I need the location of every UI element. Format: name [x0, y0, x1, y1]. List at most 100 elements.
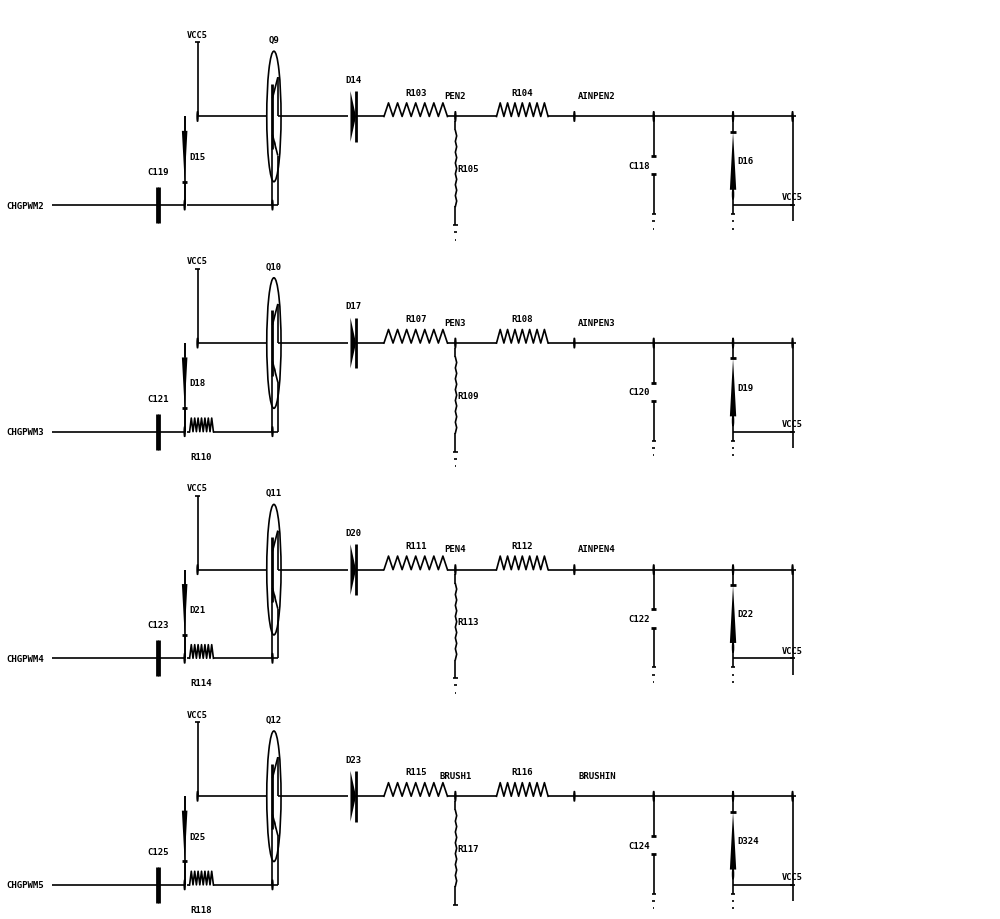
Polygon shape — [730, 132, 736, 190]
Circle shape — [792, 339, 793, 348]
Circle shape — [732, 416, 734, 426]
Circle shape — [732, 791, 734, 801]
Text: D17: D17 — [345, 302, 361, 312]
Text: R118: R118 — [191, 905, 212, 913]
Circle shape — [574, 565, 575, 575]
Text: CHGPWM2: CHGPWM2 — [6, 201, 44, 210]
Text: Q12: Q12 — [266, 715, 282, 724]
Text: R109: R109 — [458, 391, 479, 400]
Text: R117: R117 — [458, 844, 479, 853]
Text: VCC5: VCC5 — [187, 483, 208, 493]
Circle shape — [197, 565, 198, 575]
Circle shape — [792, 565, 793, 575]
Text: C118: C118 — [628, 162, 650, 171]
Polygon shape — [182, 811, 187, 861]
Circle shape — [732, 112, 734, 122]
Text: VCC5: VCC5 — [782, 193, 803, 202]
Text: CHGPWM5: CHGPWM5 — [6, 880, 44, 890]
Polygon shape — [730, 359, 736, 417]
Circle shape — [732, 869, 734, 879]
Text: R115: R115 — [405, 767, 426, 777]
Text: CHGPWM4: CHGPWM4 — [6, 654, 44, 663]
Text: Q11: Q11 — [266, 489, 282, 497]
Circle shape — [184, 201, 185, 210]
Text: D14: D14 — [345, 75, 361, 85]
Text: C121: C121 — [147, 394, 169, 403]
Text: CHGPWM3: CHGPWM3 — [6, 427, 44, 437]
Polygon shape — [275, 595, 276, 603]
Text: R105: R105 — [458, 165, 479, 174]
Circle shape — [455, 339, 456, 348]
Circle shape — [184, 427, 185, 437]
Text: R104: R104 — [512, 88, 533, 97]
Circle shape — [732, 190, 734, 200]
Circle shape — [272, 201, 273, 210]
Circle shape — [184, 653, 185, 664]
Circle shape — [653, 339, 654, 348]
Text: BRUSHIN: BRUSHIN — [578, 771, 616, 780]
Circle shape — [197, 112, 198, 122]
Circle shape — [732, 339, 734, 348]
Text: C123: C123 — [147, 620, 169, 630]
Text: AINPEN3: AINPEN3 — [578, 318, 616, 327]
Text: D18: D18 — [189, 379, 205, 388]
Polygon shape — [182, 131, 187, 182]
Text: C119: C119 — [147, 168, 169, 176]
Text: Q10: Q10 — [266, 262, 282, 271]
Text: VCC5: VCC5 — [187, 709, 208, 719]
Text: C124: C124 — [628, 841, 650, 850]
Circle shape — [272, 653, 273, 664]
Text: C122: C122 — [628, 614, 650, 623]
Text: D23: D23 — [345, 754, 361, 764]
Text: VCC5: VCC5 — [187, 257, 208, 266]
Circle shape — [184, 879, 185, 890]
Polygon shape — [350, 92, 356, 142]
Text: R107: R107 — [405, 315, 426, 323]
Circle shape — [653, 791, 654, 801]
Circle shape — [455, 565, 456, 575]
Polygon shape — [350, 545, 356, 596]
Circle shape — [574, 112, 575, 122]
Text: D20: D20 — [345, 528, 361, 538]
Text: D15: D15 — [189, 153, 205, 162]
Text: R114: R114 — [191, 678, 212, 687]
Polygon shape — [275, 821, 276, 829]
Text: D21: D21 — [189, 606, 205, 614]
Polygon shape — [182, 358, 187, 409]
Text: VCC5: VCC5 — [782, 420, 803, 428]
Text: D25: D25 — [189, 832, 205, 841]
Polygon shape — [350, 318, 356, 369]
Circle shape — [455, 791, 456, 801]
Circle shape — [197, 791, 198, 801]
Circle shape — [272, 879, 273, 890]
Circle shape — [732, 565, 734, 575]
Circle shape — [272, 427, 273, 437]
Text: C125: C125 — [147, 847, 169, 856]
Text: D16: D16 — [738, 157, 754, 166]
Polygon shape — [182, 584, 187, 635]
Circle shape — [574, 339, 575, 348]
Text: AINPEN4: AINPEN4 — [578, 545, 616, 554]
Circle shape — [653, 112, 654, 122]
Text: R103: R103 — [405, 88, 426, 97]
Circle shape — [792, 791, 793, 801]
Circle shape — [653, 565, 654, 575]
Polygon shape — [730, 811, 736, 869]
Text: D19: D19 — [738, 383, 754, 392]
Text: D324: D324 — [738, 836, 759, 845]
Text: R110: R110 — [191, 452, 212, 461]
Circle shape — [732, 642, 734, 652]
Text: VCC5: VCC5 — [187, 30, 208, 40]
Text: R112: R112 — [512, 541, 533, 550]
Circle shape — [197, 339, 198, 348]
Text: AINPEN2: AINPEN2 — [578, 92, 616, 101]
Text: R113: R113 — [458, 618, 479, 627]
Text: PEN2: PEN2 — [445, 92, 466, 101]
Text: R116: R116 — [512, 767, 533, 777]
Text: VCC5: VCC5 — [782, 646, 803, 655]
Polygon shape — [730, 585, 736, 643]
Polygon shape — [350, 771, 356, 822]
Text: PEN3: PEN3 — [445, 318, 466, 327]
Text: R108: R108 — [512, 315, 533, 323]
Text: D22: D22 — [738, 610, 754, 618]
